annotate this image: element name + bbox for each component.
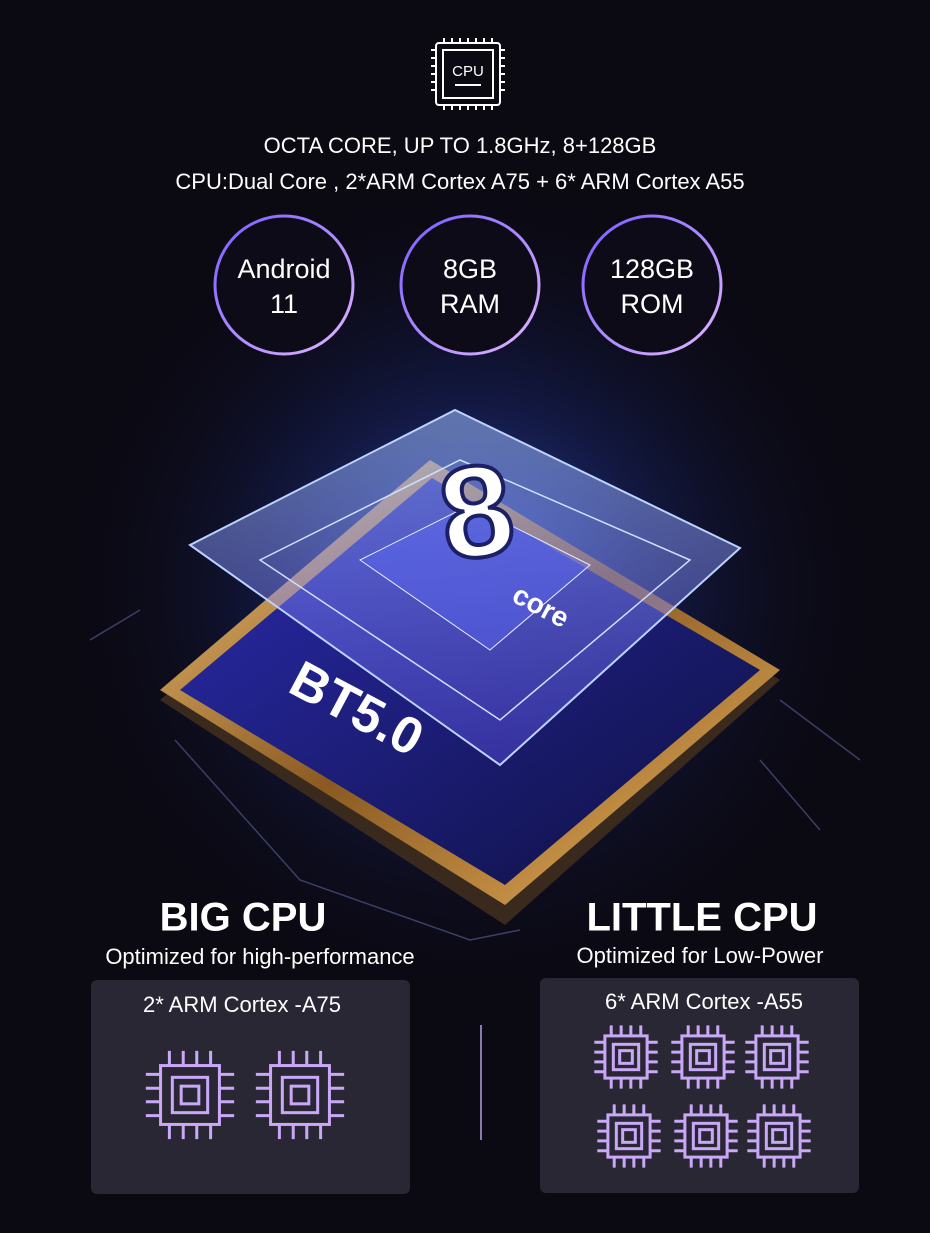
core-icon (671, 1025, 735, 1089)
badge-ring (581, 214, 723, 356)
badge-ring (213, 214, 355, 356)
core-die (771, 1128, 787, 1144)
core-body (756, 1113, 802, 1159)
core-die (769, 1049, 785, 1065)
core-body (754, 1034, 800, 1080)
core-inner (764, 1121, 794, 1151)
core-icon (145, 1050, 235, 1140)
section-title: BIG CPU (160, 896, 327, 940)
core-box (91, 980, 410, 1194)
core-label: 2* ARM Cortex -A75 (143, 992, 341, 1017)
core-pins (671, 1025, 735, 1089)
core-body (269, 1064, 331, 1126)
core-die (621, 1128, 637, 1144)
core-body (606, 1113, 652, 1159)
badge-text: 8GB (443, 254, 497, 284)
core-icon (674, 1104, 738, 1168)
core-icon (745, 1025, 809, 1089)
core-label: 6* ARM Cortex -A55 (605, 989, 803, 1014)
core-inner (170, 1075, 210, 1115)
section-subtitle: Optimized for Low-Power (577, 943, 824, 968)
core-icon (255, 1050, 345, 1140)
core-inner (611, 1042, 641, 1072)
core-body (159, 1064, 221, 1126)
core-body (680, 1034, 726, 1080)
core-inner (280, 1075, 320, 1115)
core-pins (594, 1025, 658, 1089)
core-inner (614, 1121, 644, 1151)
core-pins (747, 1104, 811, 1168)
header-line: OCTA CORE, UP TO 1.8GHz, 8+128GB (264, 133, 657, 158)
badge-text: Android (237, 254, 330, 284)
section-title: LITTLE CPU (586, 896, 817, 940)
core-die (618, 1049, 634, 1065)
core-inner (762, 1042, 792, 1072)
header-line: CPU:Dual Core , 2*ARM Cortex A75 + 6* AR… (175, 169, 744, 194)
core-body (603, 1034, 649, 1080)
core-pins (745, 1025, 809, 1089)
core-inner (688, 1042, 718, 1072)
core-die (695, 1049, 711, 1065)
core-pins (674, 1104, 738, 1168)
core-icon (747, 1104, 811, 1168)
core-icon (597, 1104, 661, 1168)
core-die (698, 1128, 714, 1144)
badge-ring (399, 214, 541, 356)
section-subtitle: Optimized for high-performance (105, 944, 414, 969)
core-icon (594, 1025, 658, 1089)
core-pins (145, 1050, 235, 1140)
core-pins (597, 1104, 661, 1168)
badge-text: 11 (270, 289, 298, 319)
badge-text: RAM (440, 289, 500, 319)
cpu-icon (431, 38, 505, 110)
core-die (289, 1084, 311, 1106)
core-inner (691, 1121, 721, 1151)
badge-text: 128GB (610, 254, 694, 284)
core-pins (255, 1050, 345, 1140)
chip-illustration (89, 408, 861, 941)
core-body (683, 1113, 729, 1159)
badge-text: ROM (621, 289, 684, 319)
cpu-icon-label: CPU (452, 63, 484, 80)
core-die (179, 1084, 201, 1106)
